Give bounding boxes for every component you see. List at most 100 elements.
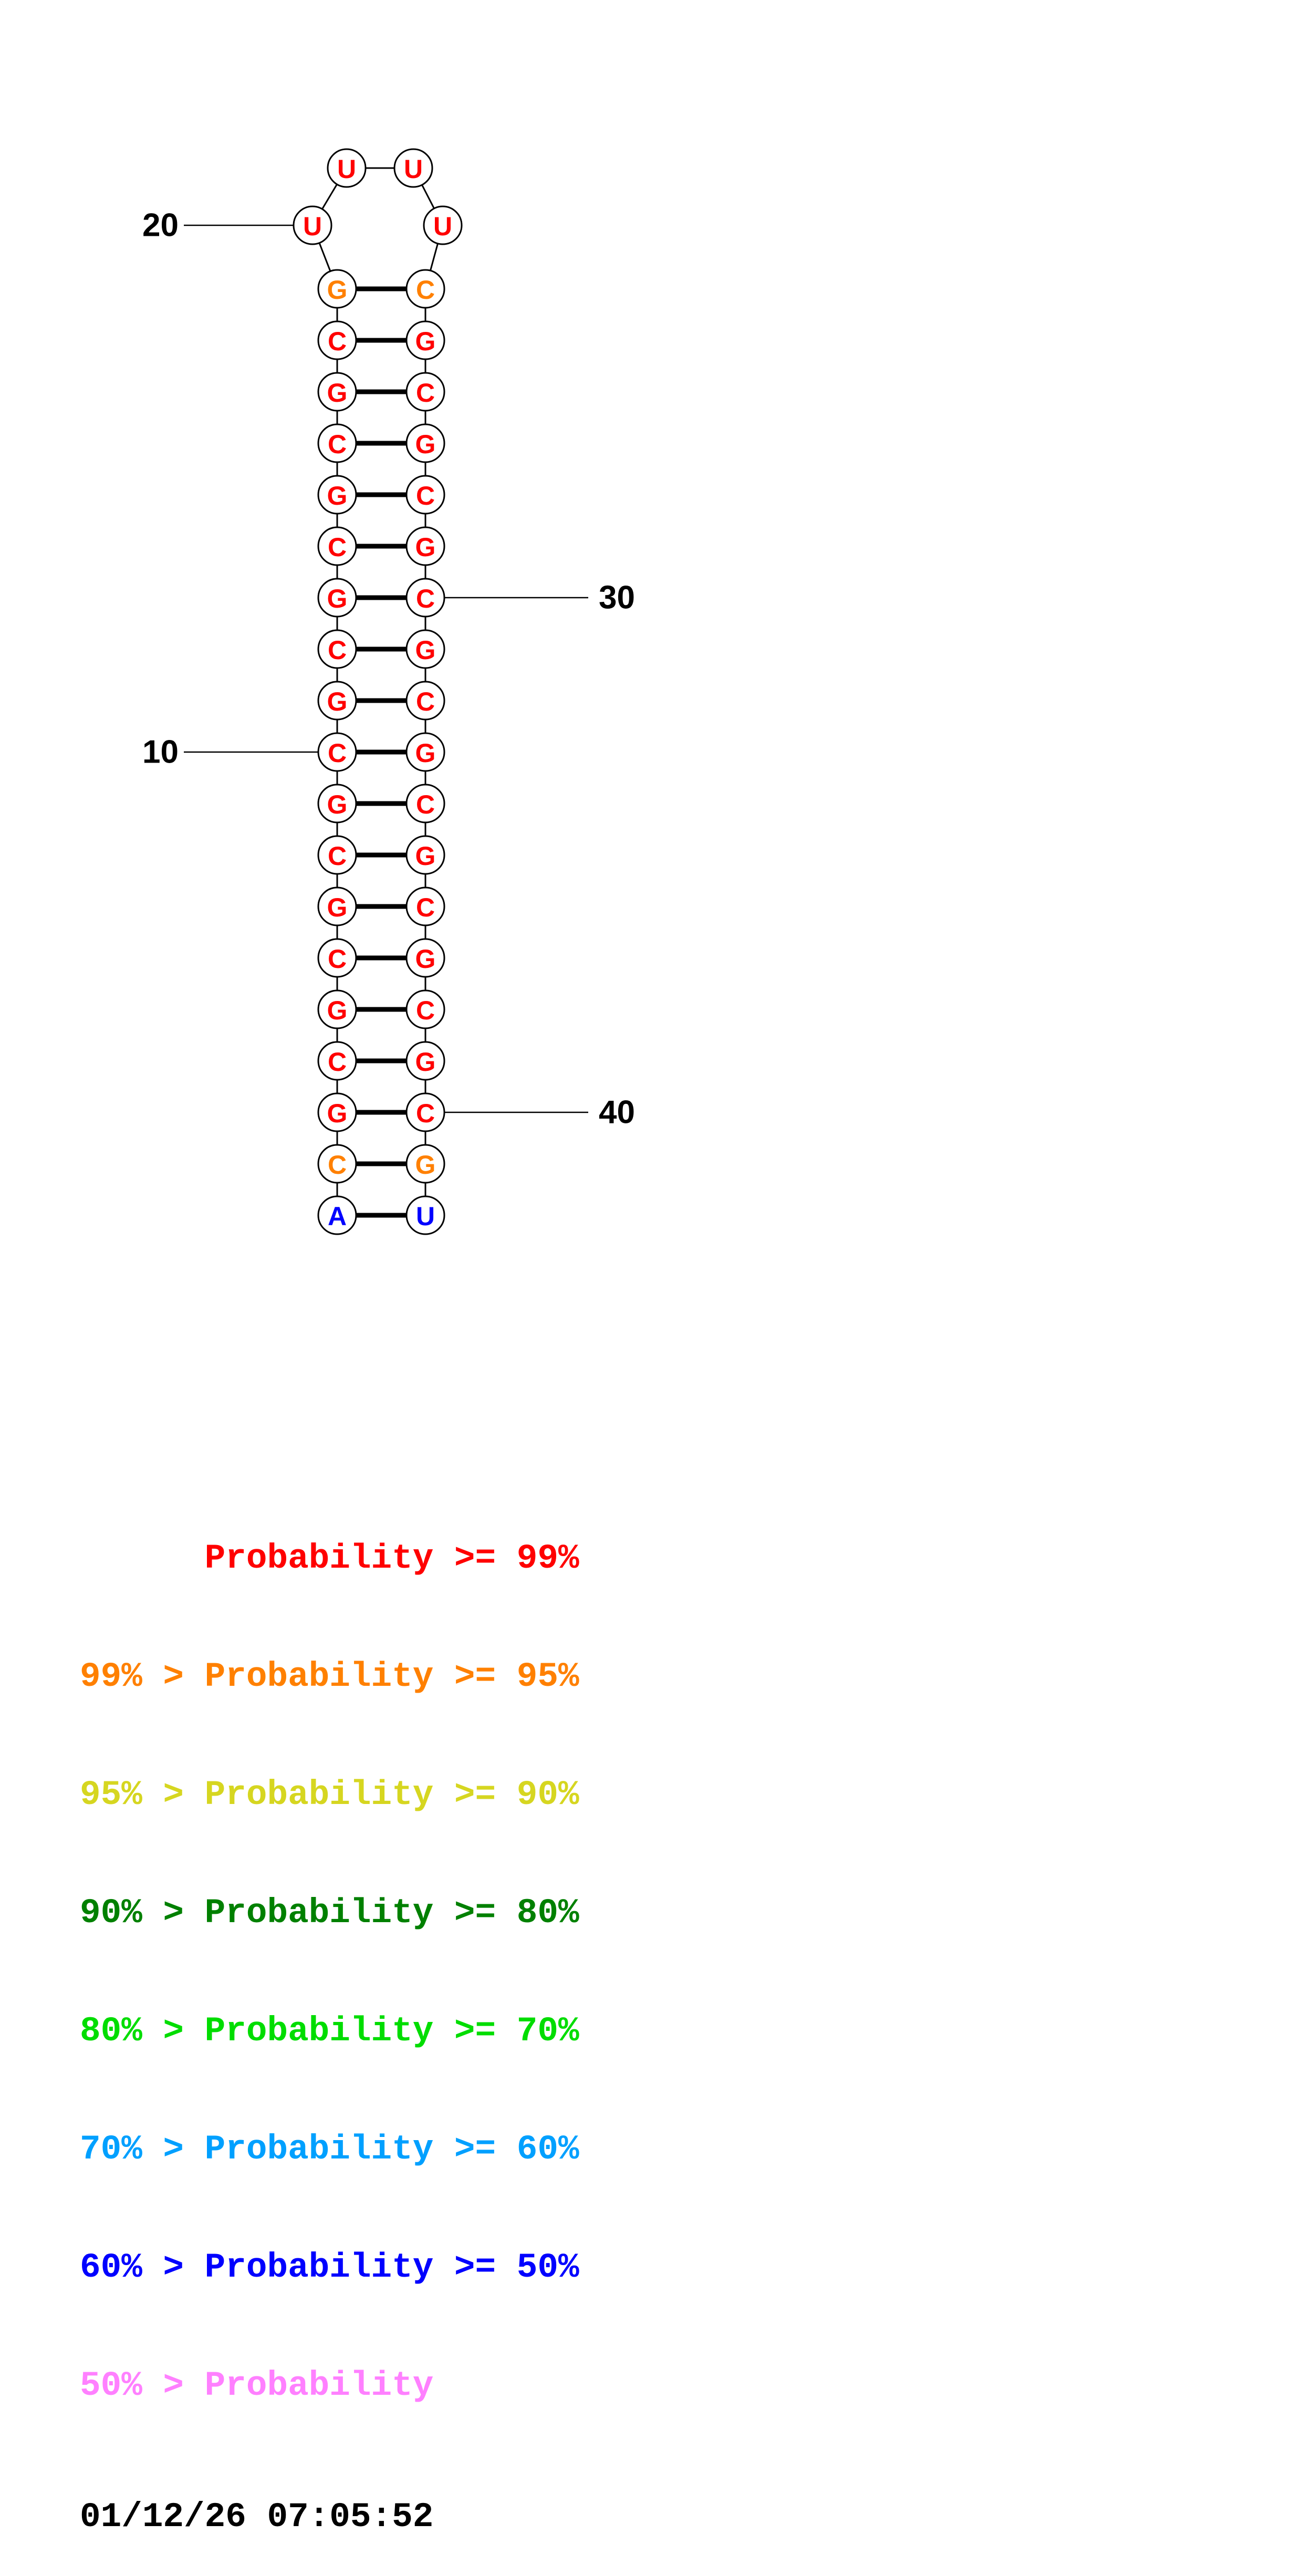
nucleotide-circle — [317, 989, 357, 1029]
nucleotide-base: G — [327, 687, 348, 716]
nucleotide-base: G — [327, 790, 348, 819]
nucleotide-circle — [317, 1041, 357, 1081]
nucleotide-base: C — [328, 327, 347, 356]
nucleotide-base: C — [328, 841, 347, 871]
legend-line-p95: 99% > Probability >= 95% — [80, 1657, 579, 1696]
nucleotide-circle — [317, 1144, 357, 1184]
nucleotide-base: G — [327, 275, 348, 305]
nucleotide-base: C — [416, 1099, 435, 1128]
nucleotide-base: G — [327, 584, 348, 613]
nucleotide-base: C — [416, 687, 435, 716]
nucleotide-base: G — [415, 635, 436, 665]
nucleotide-circle — [405, 526, 445, 566]
nucleotide-circle — [327, 148, 367, 188]
nucleotide-base: C — [416, 378, 435, 408]
nucleotide-base: G — [415, 327, 436, 356]
nucleotide-base: C — [416, 790, 435, 819]
position-label-40: 40 — [599, 1094, 635, 1131]
nucleotide-circle — [293, 205, 332, 245]
nucleotide-base: U — [404, 154, 423, 184]
nucleotide-circle — [317, 475, 357, 515]
nucleotide-circle — [317, 423, 357, 463]
nucleotide-circle — [317, 732, 357, 772]
legend-line-p80: 90% > Probability >= 80% — [80, 1893, 579, 1933]
position-label-20: 20 — [142, 207, 179, 244]
legend-line-below50: 50% > Probability — [80, 2366, 434, 2405]
legend-line-p60: 70% > Probability >= 60% — [80, 2130, 579, 2169]
nucleotide-circle — [317, 1195, 357, 1235]
nucleotide-circle — [317, 835, 357, 875]
nucleotide-circle — [405, 475, 445, 515]
nucleotide-circle — [317, 887, 357, 926]
nucleotide-base: U — [337, 154, 356, 184]
nucleotide-circle — [405, 1144, 445, 1184]
nucleotide-circle — [405, 887, 445, 926]
nucleotide-base: C — [416, 481, 435, 510]
nucleotide-base: C — [328, 533, 347, 562]
position-label-10: 10 — [142, 734, 179, 770]
nucleotide-circle — [317, 578, 357, 618]
nucleotide-circle — [405, 938, 445, 978]
nucleotide-circle — [317, 681, 357, 721]
nucleotide-circle — [405, 269, 445, 309]
nucleotide-circle — [423, 205, 463, 245]
position-label-30: 30 — [599, 580, 635, 616]
timestamp: 01/12/26 07:05:52 — [80, 2497, 434, 2537]
nucleotide-base: C — [328, 944, 347, 974]
nucleotide-base: G — [327, 481, 348, 510]
nucleotide-base: G — [415, 1150, 436, 1180]
nucleotide-base: G — [415, 944, 436, 974]
nucleotide-base: G — [327, 1099, 348, 1128]
nucleotide-base: G — [415, 738, 436, 768]
nucleotide-circle — [405, 320, 445, 360]
nucleotide-circle — [317, 938, 357, 978]
nucleotide-circle — [317, 372, 357, 412]
page: { "diagram": { "pairs": [ {"left_base": … — [80, 148, 635, 2537]
nucleotide-base: C — [328, 635, 347, 665]
nucleotide-base: U — [303, 212, 322, 241]
nucleotide-base: C — [416, 275, 435, 305]
legend: Probability >= 99% 99% > Probability >= … — [80, 1460, 579, 2576]
nucleotide-base: C — [328, 1047, 347, 1077]
nucleotide-circle — [317, 629, 357, 669]
nucleotide-base: C — [328, 1150, 347, 1180]
nucleotide-circle — [405, 1195, 445, 1235]
nucleotide-base: C — [328, 738, 347, 768]
nucleotide-circle — [405, 732, 445, 772]
nucleotide-circle — [405, 629, 445, 669]
nucleotide-circle — [405, 578, 445, 618]
nucleotide-circle — [393, 148, 433, 188]
nucleotide-base: G — [327, 996, 348, 1025]
nucleotide-base: G — [415, 1047, 436, 1077]
nucleotide-circle — [317, 320, 357, 360]
legend-line-p90: 95% > Probability >= 90% — [80, 1775, 579, 1814]
nucleotide-base: C — [328, 430, 347, 459]
nucleotide-base: C — [416, 893, 435, 922]
nucleotide-circle — [317, 784, 357, 823]
nucleotide-base: A — [328, 1202, 347, 1231]
nucleotide-base: G — [415, 533, 436, 562]
legend-line-p99: Probability >= 99% — [80, 1539, 579, 1578]
nucleotide-base: U — [416, 1202, 435, 1231]
nucleotide-base: C — [416, 996, 435, 1025]
nucleotide-base: C — [416, 584, 435, 613]
nucleotide-circle — [405, 989, 445, 1029]
nucleotide-base: U — [433, 212, 452, 241]
nucleotide-circle — [405, 1041, 445, 1081]
nucleotide-circle — [405, 784, 445, 823]
nucleotide-circle — [405, 1092, 445, 1132]
nucleotide-circle — [405, 372, 445, 412]
legend-line-p50: 60% > Probability >= 50% — [80, 2248, 579, 2287]
nucleotide-base: G — [327, 893, 348, 922]
nucleotide-circle — [317, 1092, 357, 1132]
nucleotide-base: G — [327, 378, 348, 408]
nucleotide-circle — [405, 681, 445, 721]
nucleotide-circle — [317, 526, 357, 566]
nucleotide-base: G — [415, 841, 436, 871]
legend-line-p70: 80% > Probability >= 70% — [80, 2011, 579, 2051]
nucleotide-base: G — [415, 430, 436, 459]
nucleotide-circle — [317, 269, 357, 309]
nucleotide-circle — [405, 423, 445, 463]
nucleotide-circle — [405, 835, 445, 875]
